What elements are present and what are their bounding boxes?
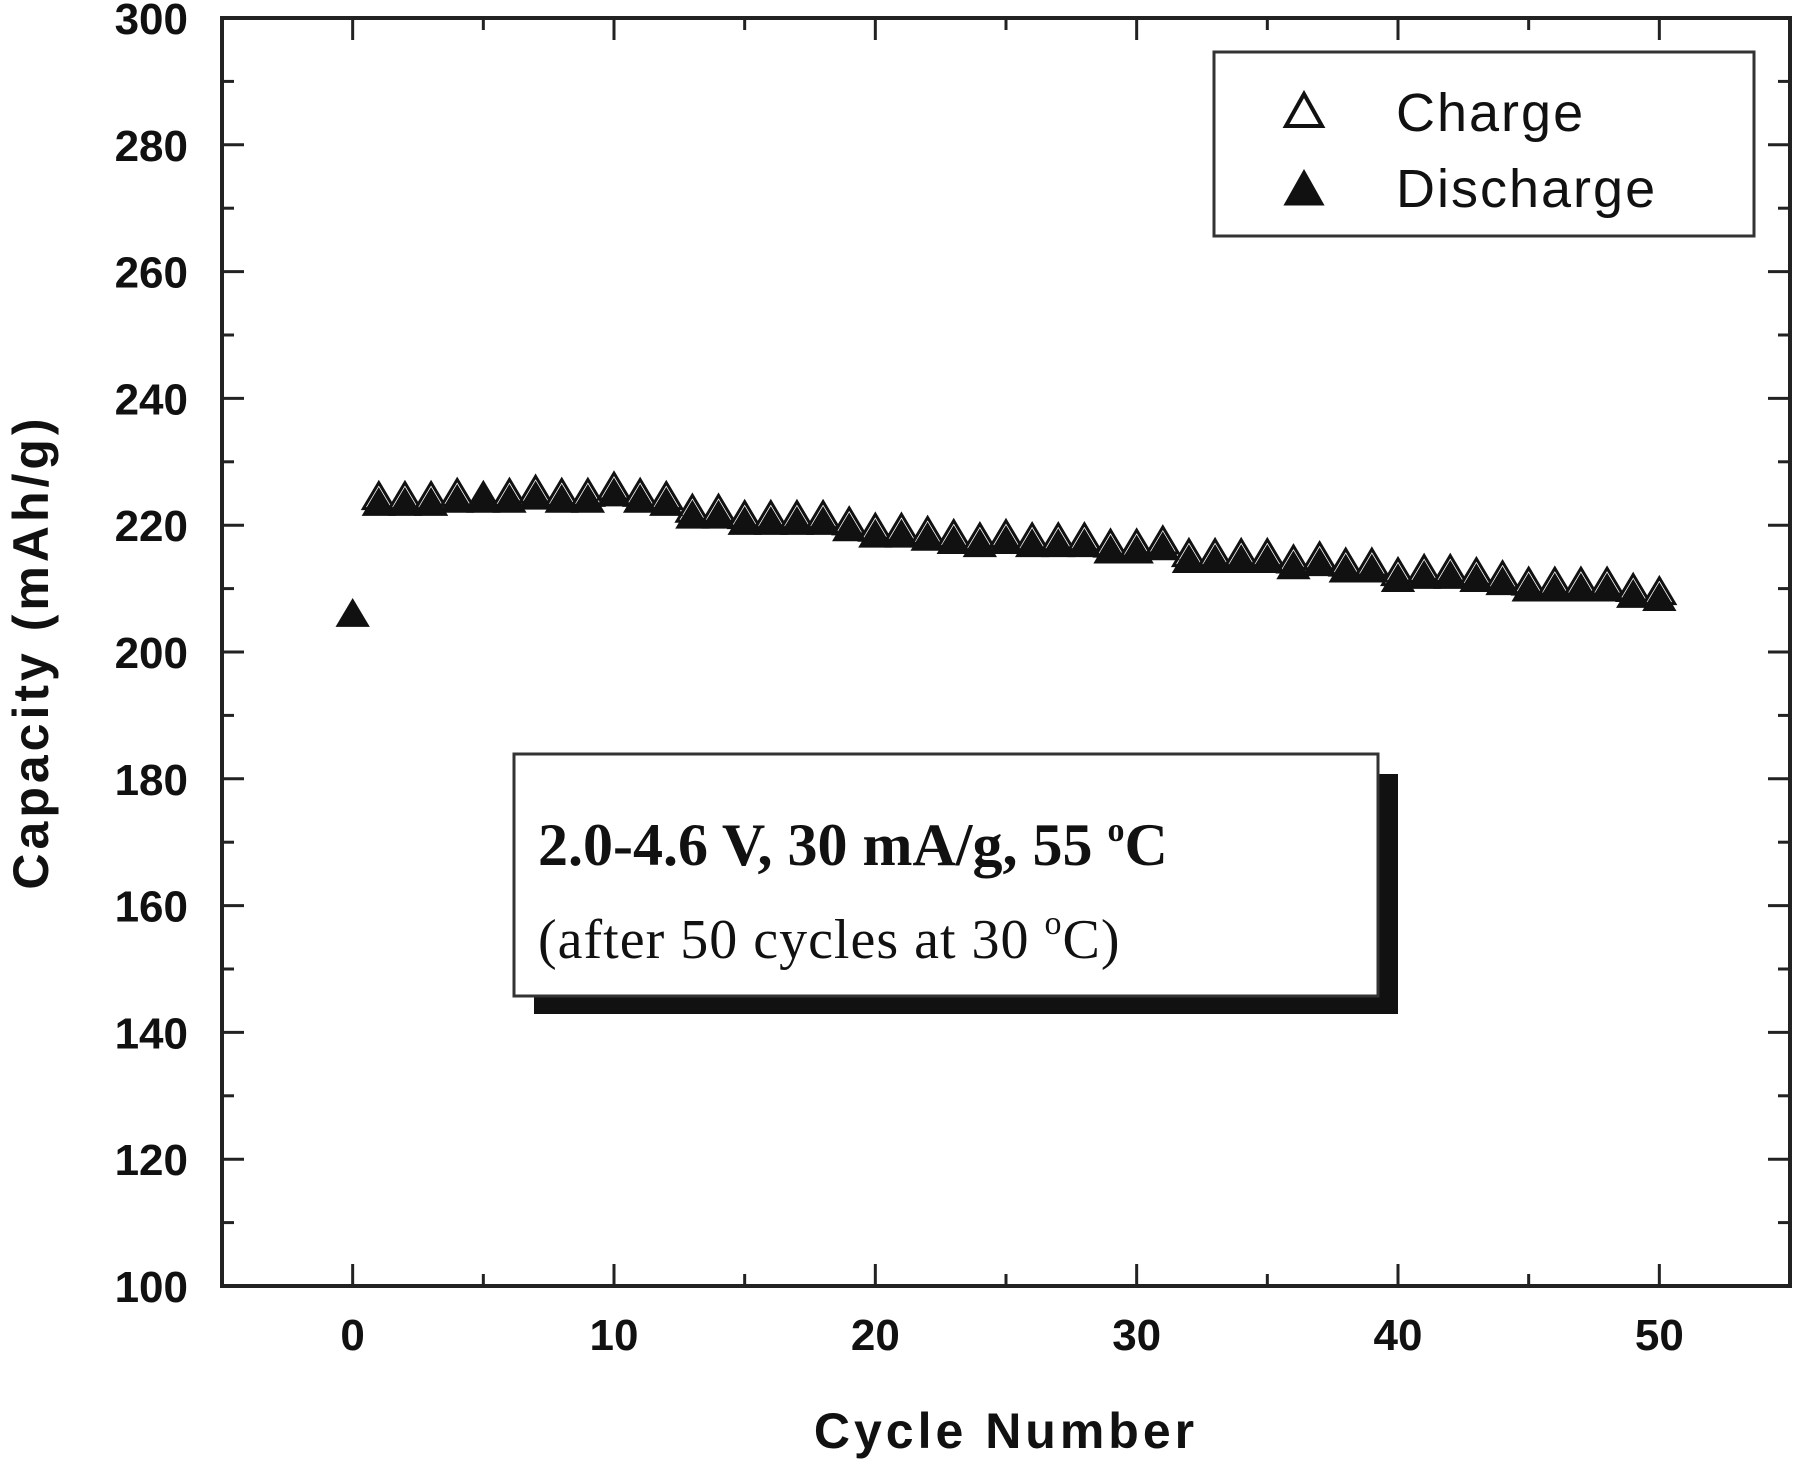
annotation: 2.0-4.6 V, 30 mA/g, 55 oC (after 50 cycl…: [512, 752, 1398, 1014]
discharge-point: [596, 477, 632, 507]
discharge-point: [1485, 566, 1520, 596]
discharge-point: [1093, 534, 1128, 564]
legend-charge-label: Charge: [1396, 83, 1585, 143]
discharge-point: [701, 499, 736, 529]
annotation-line-1-degree: o: [1107, 812, 1124, 849]
discharge-point: [413, 487, 449, 516]
discharge-point: [361, 487, 396, 516]
annotation-line-2-text: (after 50 cycles at 30: [538, 909, 1045, 971]
x-tick-label: 40: [1374, 1311, 1423, 1360]
discharge-point: [544, 483, 579, 513]
y-tick-label: 200: [115, 629, 188, 678]
y-tick-label: 220: [115, 502, 188, 551]
discharge-point: [440, 483, 475, 513]
annotation-line-2-degree: o: [1045, 905, 1063, 942]
legend-discharge-marker: [1283, 168, 1325, 206]
y-tick-label: 180: [115, 756, 188, 805]
y-tick-label: 120: [115, 1136, 188, 1185]
x-tick-label: 50: [1635, 1311, 1684, 1360]
y-tick-label: 160: [115, 883, 188, 932]
annotation-line-1-unit: C: [1124, 812, 1167, 878]
discharge-point: [936, 525, 971, 554]
discharge-point: [1145, 531, 1180, 561]
discharge-point: [1171, 544, 1207, 573]
discharge-point: [1302, 547, 1337, 577]
discharge-point: [1276, 550, 1311, 580]
y-tick-label: 260: [115, 249, 188, 298]
discharge-point: [805, 506, 841, 535]
discharge-point: [1537, 572, 1572, 602]
annotation-line-1: 2.0-4.6 V, 30 mA/g, 55 oC: [538, 812, 1168, 878]
discharge-point: [518, 480, 553, 510]
plot-frame: [220, 16, 1792, 1288]
discharge-point: [884, 518, 919, 548]
y-tick-label: 140: [115, 1009, 188, 1058]
discharge-point: [988, 525, 1024, 554]
legend: Charge Discharge: [1212, 50, 1756, 238]
discharge-point: [622, 483, 658, 513]
discharge-point: [910, 521, 945, 551]
y-tick-label: 240: [115, 375, 188, 424]
annotation-line-2-unit: C): [1063, 909, 1121, 971]
x-tick-label: 30: [1112, 1311, 1161, 1360]
x-tick-label: 10: [590, 1311, 639, 1360]
discharge-point: [675, 499, 710, 529]
discharge-point: [858, 518, 893, 548]
discharge-point: [753, 506, 788, 535]
annotation-line-2: (after 50 cycles at 30 oC): [538, 905, 1121, 971]
y-tick-label: 280: [115, 122, 188, 171]
discharge-point: [466, 483, 501, 513]
legend-charge-marker: [1282, 89, 1326, 128]
discharge-point: [1433, 559, 1468, 589]
y-tick-label: 300: [115, 0, 188, 44]
y-tick-label: 100: [115, 1263, 188, 1312]
discharge-point: [1041, 528, 1076, 558]
discharge-point: [1014, 528, 1050, 558]
tick-labels: 100 120 140 160 180 200 220 240 260 280 300 0 10 20 30…: [115, 0, 1684, 1360]
discharge-point: [1459, 563, 1494, 592]
discharge-point: [1250, 544, 1285, 573]
discharge-point: [1406, 559, 1442, 589]
discharge-point: [1354, 553, 1390, 583]
discharge-point: [1328, 553, 1363, 583]
discharge-point: [1589, 572, 1625, 602]
discharge-point: [1642, 582, 1677, 612]
discharge-point: [492, 483, 527, 513]
discharge-point: [1119, 534, 1154, 564]
discharge-point: [1067, 528, 1102, 558]
discharge-point: [1511, 572, 1546, 602]
discharge-point: [570, 483, 606, 513]
annotation-box: [512, 752, 1380, 998]
x-tick-label: 20: [851, 1311, 900, 1360]
annotation-line-1-text: 2.0-4.6 V, 30 mA/g, 55: [538, 812, 1107, 878]
discharge-point: [1380, 563, 1416, 592]
x-axis-title: Cycle Number: [814, 1403, 1198, 1459]
discharge-point: [779, 506, 815, 535]
discharge-point: [962, 528, 998, 558]
data-points: [335, 470, 1678, 627]
y-axis-title: Capacity (mAh/g): [3, 414, 59, 889]
discharge-point: [649, 487, 684, 516]
discharge-point: [387, 487, 423, 516]
discharge-point: [1616, 578, 1651, 608]
discharge-point: [832, 512, 867, 542]
discharge-point: [335, 598, 370, 627]
x-tick-label: 0: [340, 1311, 364, 1360]
legend-discharge-label: Discharge: [1396, 159, 1657, 219]
discharge-point: [1563, 572, 1599, 602]
discharge-point: [727, 506, 762, 535]
discharge-point: [1197, 544, 1233, 573]
discharge-point: [1224, 544, 1259, 573]
